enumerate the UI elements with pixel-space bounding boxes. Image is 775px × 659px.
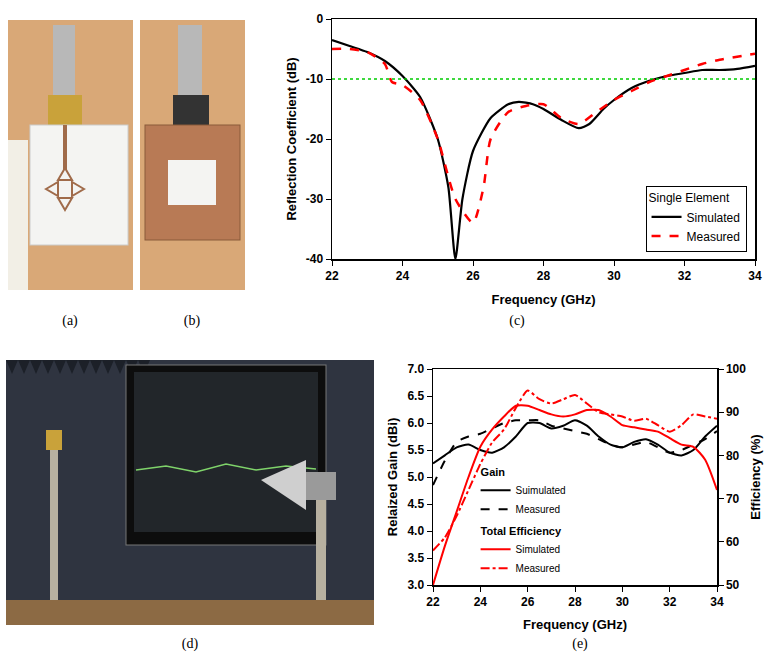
html-text:(b): (b) [183,313,201,328]
svg-text:22: 22 [325,269,339,283]
svg-text:4.5: 4.5 [407,497,424,511]
svg-text:Frequency (GHz): Frequency (GHz) [491,292,595,307]
svg-text:Measured: Measured [516,504,560,515]
svg-text:Measured: Measured [687,230,740,244]
svg-text:Suimulated: Suimulated [516,485,566,496]
html-text:(e): (e) [572,636,588,651]
svg-text:30: 30 [607,269,621,283]
svg-text:Efficiency (%): Efficiency (%) [748,434,763,519]
svg-text:60: 60 [726,535,740,549]
html-text:(a): (a) [62,313,78,328]
svg-text:Gain: Gain [481,466,506,478]
svg-text:Simulated: Simulated [687,211,740,225]
svg-text:80: 80 [726,449,740,463]
svg-text:Frequency (GHz): Frequency (GHz) [523,617,627,632]
svg-text:Reflection Coefficient (dB): Reflection Coefficient (dB) [284,57,299,220]
svg-text:22: 22 [426,595,440,609]
svg-text:7.0: 7.0 [407,362,424,376]
svg-text:24: 24 [474,595,488,609]
svg-text:Simulated: Simulated [516,544,560,555]
svg-text:28: 28 [568,595,582,609]
svg-text:32: 32 [663,595,677,609]
svg-text:28: 28 [537,269,551,283]
svg-text:5.5: 5.5 [407,443,424,457]
svg-text:100: 100 [726,362,746,376]
svg-text:-30: -30 [306,192,324,206]
svg-text:90: 90 [726,405,740,419]
svg-text:Single Element: Single Element [649,191,730,205]
svg-text:-40: -40 [306,252,324,266]
svg-text:-10: -10 [306,72,324,86]
html-text:(d): (d) [181,636,199,651]
svg-text:70: 70 [726,492,740,506]
svg-text:30: 30 [616,595,630,609]
svg-text:34: 34 [710,595,724,609]
html-text:(c): (c) [509,313,525,328]
svg-text:26: 26 [466,269,480,283]
svg-text:26: 26 [521,595,535,609]
svg-text:3.5: 3.5 [407,551,424,565]
svg-text:Total Efficiency: Total Efficiency [481,525,562,537]
svg-text:3.0: 3.0 [407,578,424,592]
svg-text:Measured: Measured [516,563,560,574]
svg-text:32: 32 [678,269,692,283]
svg-text:4.0: 4.0 [407,524,424,538]
svg-text:6.0: 6.0 [407,416,424,430]
svg-text:50: 50 [726,578,740,592]
svg-text:24: 24 [396,269,410,283]
svg-text:6.5: 6.5 [407,389,424,403]
svg-text:-20: -20 [306,132,324,146]
svg-text:5.0: 5.0 [407,470,424,484]
svg-text:0: 0 [316,12,323,26]
svg-text:34: 34 [748,269,762,283]
svg-text:Relaized Gain (dBi): Relaized Gain (dBi) [385,418,400,536]
